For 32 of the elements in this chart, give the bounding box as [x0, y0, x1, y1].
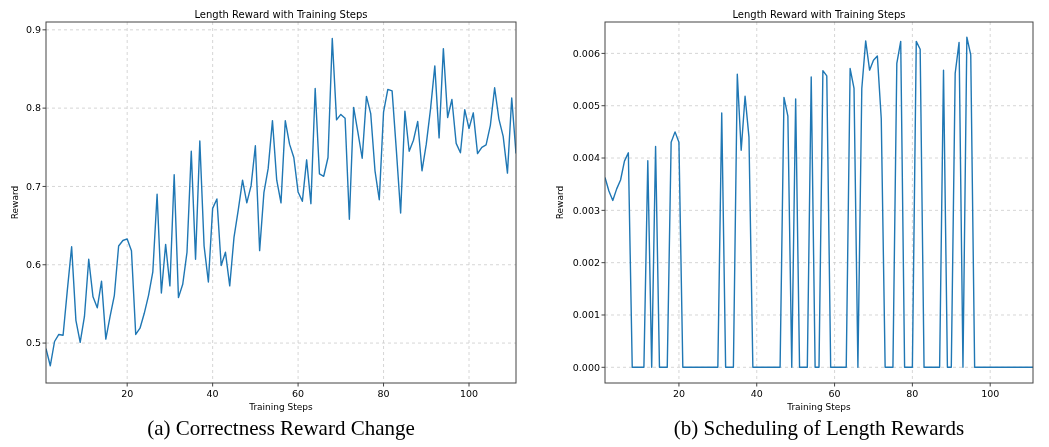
- y-tick-label: 0.006: [572, 47, 600, 59]
- x-tick-label: 60: [828, 388, 841, 399]
- line-series: [46, 37, 516, 367]
- y-tick-label: 0.003: [572, 204, 600, 216]
- x-axis-title: Training Steps: [786, 402, 852, 412]
- y-tick-label: 0.005: [572, 100, 600, 112]
- y-tick-label: 0.000: [572, 361, 600, 373]
- chart-title: Length Reward with Training Steps: [732, 9, 906, 20]
- x-tick-label: 80: [377, 388, 390, 399]
- y-tick-label: 0.6: [25, 259, 41, 271]
- x-tick-label: 100: [459, 388, 479, 399]
- x-tick-label: 60: [292, 388, 305, 399]
- text: (b) Scheduling of Length Rewards: [673, 416, 965, 440]
- y-tick-label: 0.004: [572, 152, 600, 164]
- y-tick-label: 0.9: [25, 24, 41, 36]
- x-tick-label: 40: [750, 388, 763, 399]
- text: (a) Correctness Reward Change: [147, 416, 415, 440]
- y-axis-title: Reward: [555, 185, 565, 220]
- line-series: [605, 36, 1033, 368]
- x-tick-label: 20: [672, 388, 685, 399]
- x-tick-label: 40: [206, 388, 219, 399]
- x-tick-label: 100: [981, 388, 1000, 399]
- y-axis-title: Reward: [10, 185, 20, 220]
- x-tick-label: 20: [121, 388, 134, 399]
- y-tick-label: 0.001: [572, 309, 600, 321]
- y-tick-label: 0.7: [25, 180, 41, 192]
- x-tick-label: 80: [906, 388, 919, 399]
- x-axis-title: Training Steps: [248, 402, 314, 412]
- y-tick-label: 0.002: [572, 256, 600, 268]
- y-tick-label: 0.8: [25, 102, 41, 114]
- chart-title: Length Reward with Training Steps: [194, 9, 368, 20]
- y-tick-label: 0.5: [25, 337, 41, 349]
